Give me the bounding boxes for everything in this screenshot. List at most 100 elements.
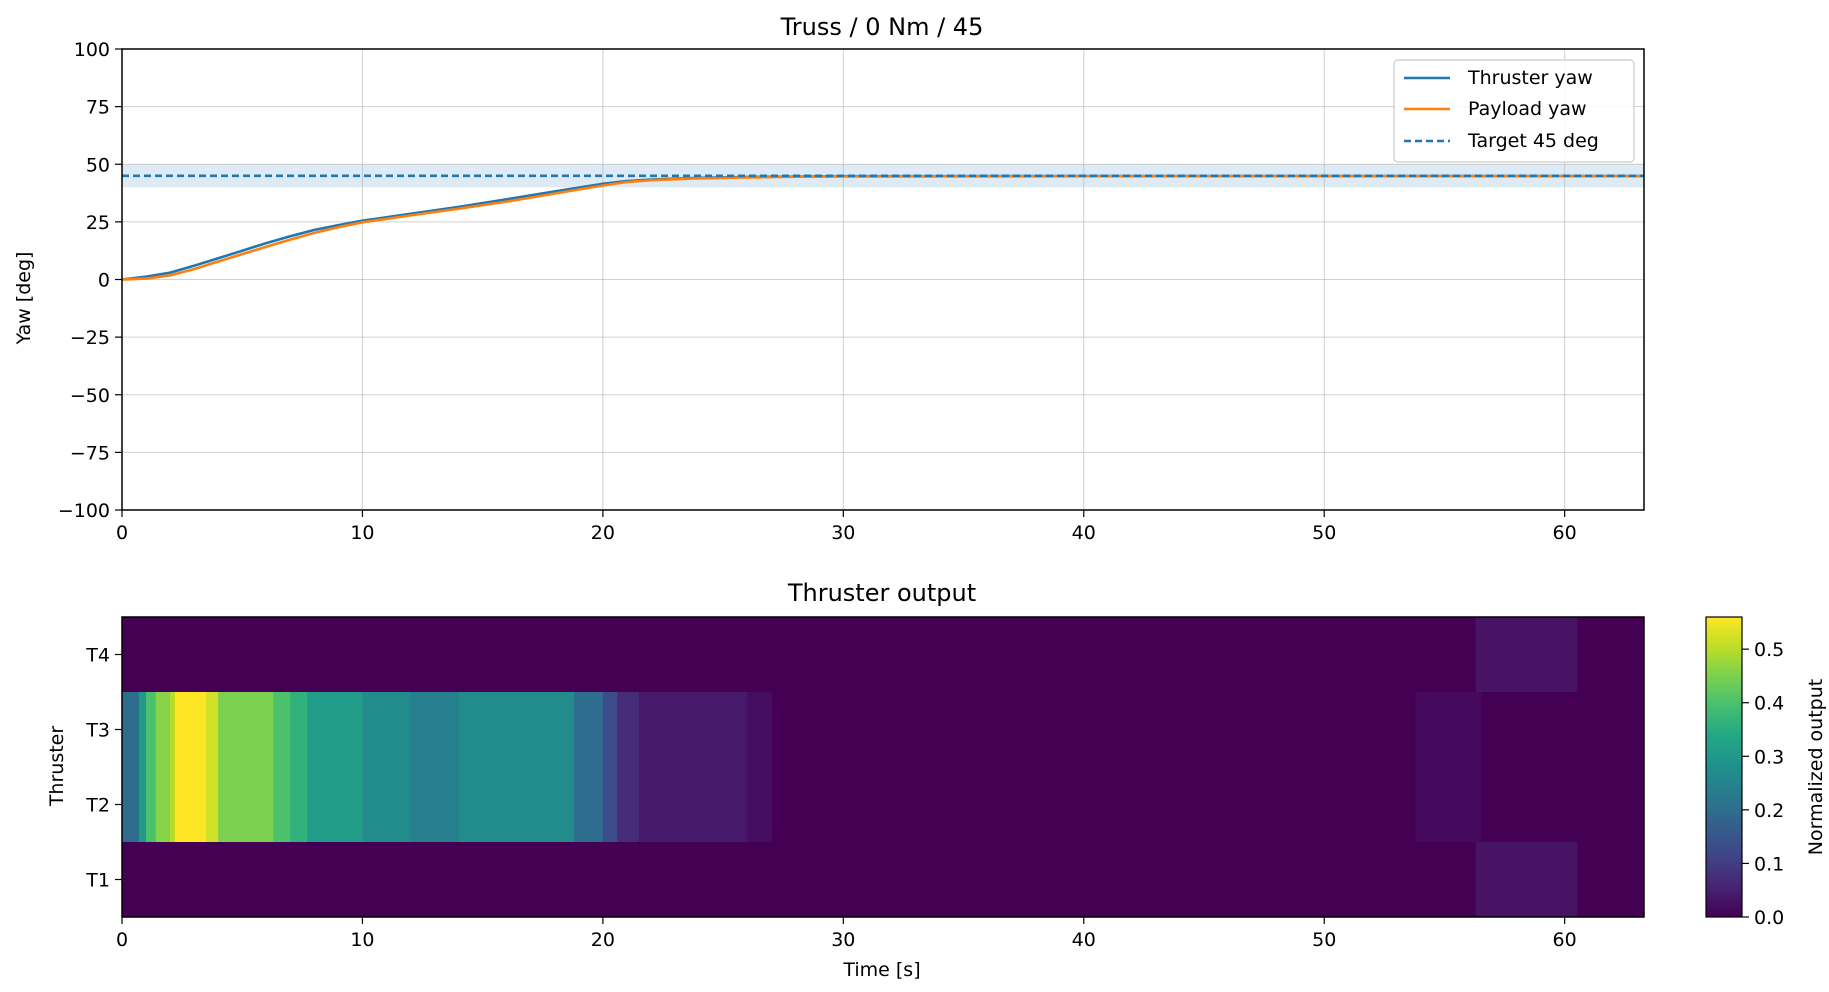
heatmap-cell-t2 [747,767,772,842]
y-tick-label: 0 [98,270,110,292]
series-line-thruster-yaw [121,174,1644,281]
heatmap-cell-t3 [218,692,275,767]
legend-box [1393,59,1635,163]
heatmap-cell-t2 [602,767,618,842]
x-tick-label: 0 [116,522,128,544]
legend: Thruster yaw Payload yaw Target 45 deg [1393,59,1635,163]
y-tick-label: 25 [86,212,110,234]
heatmap-cell-t3 [122,692,140,767]
x-tick-label: 40 [1072,522,1096,544]
heatmap-x-ticks: 0 10 20 30 40 50 60 [116,917,1577,951]
heatmap-x-tick-label: 10 [350,929,374,951]
x-tick-label: 50 [1312,522,1336,544]
yaw-chart-series [121,174,1644,281]
heatmap-cell-t2 [174,767,207,842]
heatmap-cell-t2 [138,767,147,842]
heatmap-cell-t3 [747,692,772,767]
heatmap-cell-t3 [146,692,157,767]
heatmap-cell-t3 [290,692,308,767]
colorbar-label: Normalized output [1805,679,1827,855]
heatmap-cell-t3 [307,692,364,767]
yaw-chart-y-ticks: 100 75 50 25 0 −25 −50 −75 −100 [58,39,122,522]
heatmap-title: Thruster output [787,579,976,607]
heatmap-cell-t3 [174,692,207,767]
x-tick-label: 20 [591,522,615,544]
heatmap-cell-t2 [307,767,364,842]
heatmap-x-tick-label: 50 [1312,929,1336,951]
colorbar-tick-label: 0.4 [1754,693,1784,715]
heatmap-x-tick-label: 60 [1553,929,1577,951]
heatmap-cell-t3 [410,692,460,767]
legend-label-payload-yaw: Payload yaw [1468,98,1587,120]
heatmap-cell-t2 [206,767,219,842]
yaw-chart-title: Truss / 0 Nm / 45 [780,13,984,41]
heatmap-cell-t3 [638,692,748,767]
heatmap-cell-t2 [458,767,575,842]
colorbar-tick-label: 0.3 [1754,746,1784,768]
heatmap-cell-t2 [273,767,291,842]
series-line-payload-yaw [121,174,1644,281]
heatmap-y-ticks: T4 T3 T2 T1 [85,645,122,892]
y-tick-label: 75 [86,97,110,119]
y-tick-label: 50 [86,154,110,176]
heatmap-xlabel: Time [s] [842,959,920,981]
yaw-chart: Truss / 0 Nm / 45 Yaw [deg] 0 10 20 30 40 50 6… [13,13,1645,544]
colorbar-tick-label: 0.2 [1754,800,1784,822]
legend-label-target: Target 45 deg [1467,130,1599,152]
heatmap-cells [122,617,1644,917]
x-tick-label: 10 [350,522,374,544]
heatmap-y-tick-label: T2 [85,795,110,817]
y-tick-label: 100 [74,39,110,61]
heatmap-cell-t1 [1475,842,1578,917]
heatmap-frame [121,616,1645,918]
heatmap-cell-t2 [617,767,640,842]
heatmap-cell-t3 [362,692,412,767]
heatmap-x-tick-label: 20 [591,929,615,951]
colorbar-tick-label: 0.0 [1754,907,1784,929]
heatmap-cell-t4 [1475,617,1578,692]
heatmap-cell-t2 [146,767,157,842]
heatmap-cell-t2 [155,767,171,842]
heatmap-cell-t3 [138,692,147,767]
heatmap-cell-t3 [273,692,291,767]
heatmap-cell-t2 [290,767,308,842]
heatmap-y-tick-label: T4 [85,645,110,667]
heatmap-x-tick-label: 30 [831,929,855,951]
heatmap-cell-t3 [574,692,604,767]
yaw-chart-ylabel: Yaw [deg] [13,252,35,346]
heatmap-cell-t2 [574,767,604,842]
y-tick-label: −75 [70,442,110,464]
heatmap-cell-t3 [1415,692,1482,767]
heatmap-cell-t2 [170,767,176,842]
legend-label-thruster-yaw: Thruster yaw [1467,67,1593,89]
heatmap-cell-t2 [218,767,275,842]
y-tick-label: −100 [58,500,110,522]
x-tick-label: 30 [831,522,855,544]
heatmap-cell-t2 [410,767,460,842]
heatmap-cell-t2 [122,767,140,842]
heatmap-cell-t3 [170,692,176,767]
colorbar-gradient [1705,616,1743,918]
heatmap-cell-t3 [206,692,219,767]
y-tick-label: −25 [70,327,110,349]
heatmap-cell-t3 [458,692,575,767]
colorbar: 0.0 0.1 0.2 0.3 0.4 0.5 Normalized output [1705,616,1827,929]
colorbar-tick-label: 0.1 [1754,853,1784,875]
yaw-chart-x-ticks: 0 10 20 30 40 50 60 [116,510,1577,544]
heatmap-x-tick-label: 0 [116,929,128,951]
heatmap-y-tick-label: T1 [85,870,110,892]
colorbar-ticks: 0.0 0.1 0.2 0.3 0.4 0.5 [1742,639,1784,929]
heatmap-cell-t2 [1415,767,1482,842]
y-tick-label: −50 [70,385,110,407]
heatmap-x-tick-label: 40 [1072,929,1096,951]
heatmap-y-tick-label: T3 [85,720,110,742]
heatmap-cell-t3 [602,692,618,767]
colorbar-tick-label: 0.5 [1754,639,1784,661]
heatmap-cell-t2 [362,767,412,842]
heatmap-ylabel: Thruster [46,726,68,808]
thruster-heatmap-chart: Thruster output Thruster Time [s] 0 10 20 3… [46,579,1827,981]
heatmap-cell-t3 [617,692,640,767]
heatmap-cell-t3 [155,692,171,767]
x-tick-label: 60 [1553,522,1577,544]
